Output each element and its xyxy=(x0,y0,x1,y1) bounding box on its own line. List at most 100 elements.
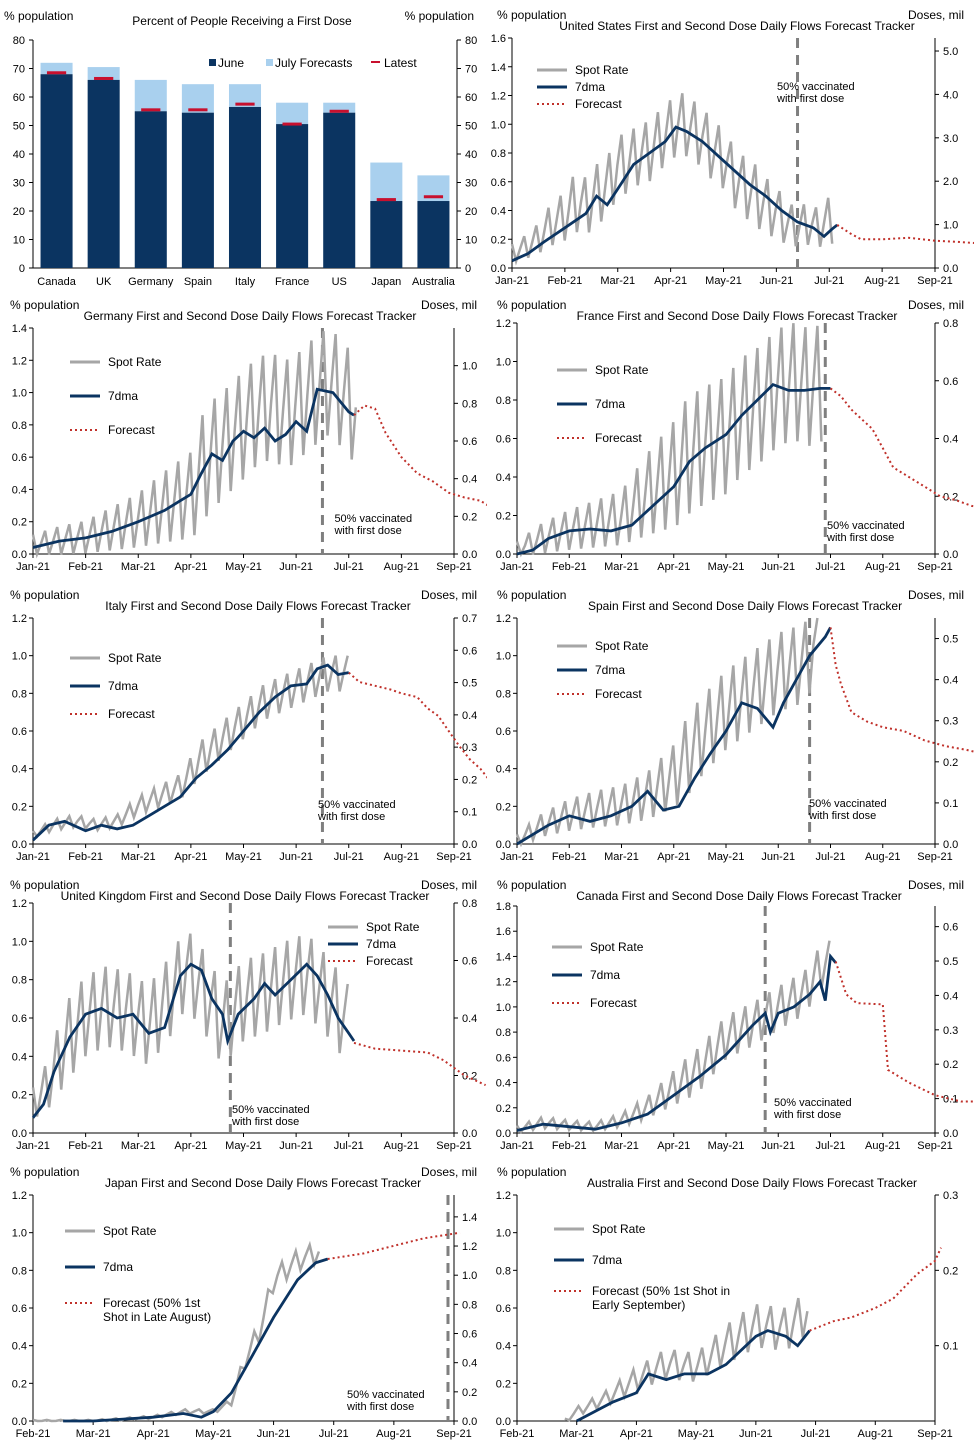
y-tick-label: 1.6 xyxy=(491,33,506,45)
legend-label-forecast: Forecast (50% 1st Shot in xyxy=(592,1284,730,1298)
x-tick-label: Mar-21 xyxy=(121,1140,156,1152)
x-tick-label: May-21 xyxy=(708,851,745,863)
x-tick-label: Canada xyxy=(37,276,76,288)
legend-label-spot: Spot Rate xyxy=(592,1222,646,1236)
y-tick-label: 0.4 xyxy=(496,1341,511,1353)
y-tick-label: 1.4 xyxy=(12,323,27,335)
series-spot-rate xyxy=(515,323,823,558)
legend-label-forecast: Forecast xyxy=(575,97,622,111)
x-tick-label: Apr-21 xyxy=(174,561,207,573)
x-tick-label: Aug-21 xyxy=(865,1140,900,1152)
y-tick-label: 0.4 xyxy=(12,1341,27,1353)
y-tick-label: 0.0 xyxy=(12,839,27,851)
chart-title: Italy First and Second Dose Daily Flows … xyxy=(105,599,410,613)
annotation-50pct-line2: with first dose xyxy=(773,1109,841,1121)
x-tick-label: Sep-21 xyxy=(436,1140,471,1152)
x-tick-label: Aug-21 xyxy=(384,561,419,573)
series-forecast xyxy=(353,1041,487,1087)
y-tick-label-right: 0.6 xyxy=(462,956,477,968)
x-tick-label: Mar-21 xyxy=(76,1428,111,1440)
y-tick-label-right: 4.0 xyxy=(943,89,958,101)
chart-canada-tracker: % population Doses, mil Canada First and S… xyxy=(496,878,974,1152)
y-tick-label-right: 0.2 xyxy=(462,1387,477,1399)
y-tick-label: 0.2 xyxy=(491,234,506,246)
x-tick-label: Mar-21 xyxy=(600,275,635,287)
series-forecast xyxy=(353,404,487,506)
x-tick-label: May-21 xyxy=(225,1140,262,1152)
legend-swatch-june xyxy=(209,59,216,66)
annotation-50pct-line1: 50% vaccinated xyxy=(809,798,887,810)
x-tick-label: Apr-21 xyxy=(174,1140,207,1152)
y-tick-label: 1.2 xyxy=(12,613,27,625)
x-tick-label: Jan-21 xyxy=(16,851,50,863)
y-tick-label: 0.6 xyxy=(491,177,506,189)
axis-title-right: Doses, mil xyxy=(421,588,477,602)
y-tick-label: 0.4 xyxy=(491,206,506,218)
bar-july-forecast xyxy=(323,102,356,113)
x-tick-label: Jun-21 xyxy=(761,1140,795,1152)
y-tick-label: 0.6 xyxy=(12,1013,27,1025)
legend-label-spot: Spot Rate xyxy=(575,63,629,77)
bar-july-forecast xyxy=(370,162,403,202)
x-tick-label: Sep-21 xyxy=(917,275,952,287)
axis-title-left: % population xyxy=(497,1165,566,1179)
series-7dma xyxy=(63,1257,329,1423)
y-tick-label: 0.6 xyxy=(12,452,27,464)
axis-title-left: % population xyxy=(10,1165,79,1179)
marker-latest xyxy=(329,109,349,113)
x-tick-label: Aug-21 xyxy=(858,1428,893,1440)
series-7dma xyxy=(32,663,350,842)
x-tick-label: Jan-21 xyxy=(16,1140,50,1152)
y-tick-label-right: 0.6 xyxy=(943,922,958,934)
x-tick-label: Jun-21 xyxy=(760,275,794,287)
y-tick-label-right: 60 xyxy=(465,92,477,104)
legend-label-spot: Spot Rate xyxy=(595,639,649,653)
y-tick-label: 0.6 xyxy=(496,434,511,446)
series-spot-rate xyxy=(515,940,831,1134)
y-tick-label-right: 0.0 xyxy=(943,1128,958,1140)
y-tick-label: 1.6 xyxy=(496,926,511,938)
y-tick-label: 0.0 xyxy=(496,839,511,851)
x-tick-label: Aug-21 xyxy=(864,275,899,287)
x-tick-label: May-21 xyxy=(678,1428,715,1440)
x-tick-label: May-21 xyxy=(708,561,745,573)
y-tick-label-right: 30 xyxy=(465,178,477,190)
series-spot-rate xyxy=(32,1240,321,1423)
x-tick-label: Jan-21 xyxy=(16,561,50,573)
x-tick-label: Sep-21 xyxy=(436,1428,471,1440)
y-tick-label: 1.2 xyxy=(12,898,27,910)
series-7dma xyxy=(516,382,831,556)
y-tick-label-right: 0.0 xyxy=(462,839,477,851)
x-tick-label: Feb-21 xyxy=(16,1428,51,1440)
y-tick-label-right: 0.4 xyxy=(943,434,958,446)
y-tick-label: 0.2 xyxy=(496,801,511,813)
series-forecast xyxy=(829,387,974,508)
y-tick-label: 0.2 xyxy=(496,1103,511,1115)
series-7dma xyxy=(511,125,839,263)
bar-july-forecast xyxy=(181,84,214,113)
y-tick-label: 0.0 xyxy=(12,1128,27,1140)
y-tick-label-right: 0.2 xyxy=(462,774,477,786)
y-tick-label: 30 xyxy=(13,178,25,190)
y-tick-label-right: 20 xyxy=(465,206,477,218)
x-tick-label: May-21 xyxy=(225,561,262,573)
x-tick-label: Jul-21 xyxy=(319,1428,349,1440)
legend-label-forecast: Forecast xyxy=(595,687,642,701)
legend-label-latest: Latest xyxy=(384,56,417,70)
series-forecast xyxy=(348,671,487,779)
y-tick-label: 0.6 xyxy=(496,1303,511,1315)
legend-label-spot: Spot Rate xyxy=(590,940,644,954)
y-tick-label: 0.8 xyxy=(12,688,27,700)
y-tick-label: 0.0 xyxy=(491,263,506,275)
bar-july-forecast xyxy=(134,79,167,112)
x-tick-label: Apr-21 xyxy=(657,1140,690,1152)
legend-label-spot: Spot Rate xyxy=(595,363,649,377)
axis-title-right: Doses, mil xyxy=(908,878,964,892)
marker-latest xyxy=(46,71,67,75)
y-tick-label: 0.8 xyxy=(496,1265,511,1277)
x-tick-label: Jan-21 xyxy=(500,851,534,863)
marker-latest xyxy=(141,108,161,112)
x-tick-label: Spain xyxy=(184,276,212,288)
y-tick-label-right: 0.8 xyxy=(462,898,477,910)
